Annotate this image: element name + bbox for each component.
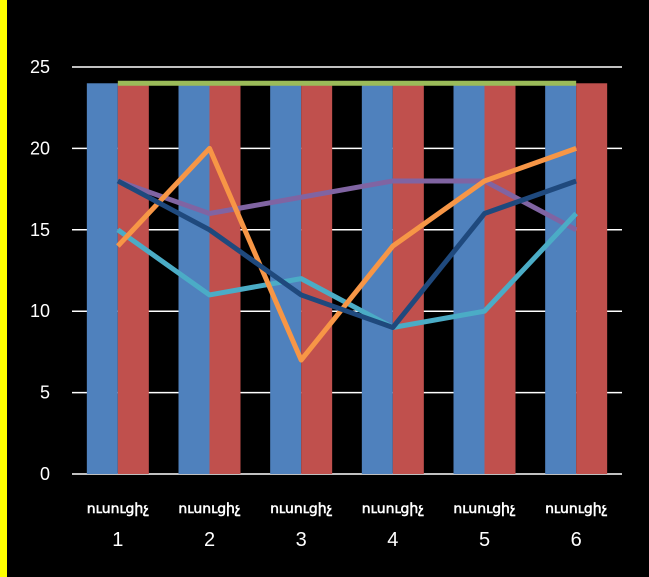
x-tick-label-number-3: 3 [296,529,307,551]
bar-series-1-cat-6 [545,83,577,474]
left-accent-stripe [0,0,7,577]
x-tick-label-word-3: ուսուցիչ [270,502,333,517]
x-tick-label-word-2: ուսուցիչ [178,502,241,517]
y-tick-label-10: 10 [30,301,50,321]
x-tick-label-number-2: 2 [204,529,215,551]
y-tick-label-5: 5 [40,383,50,403]
y-tick-label-20: 20 [30,138,50,158]
bar-series-group [86,83,608,474]
y-tick-label-0: 0 [40,464,50,484]
x-tick-label-number-1: 1 [112,529,123,551]
y-tick-label-15: 15 [30,220,50,240]
bar-series-2-cat-2 [209,83,241,474]
x-tick-label-word-6: ուսուցիչ [545,502,608,517]
x-tick-label-word-4: ուսուցիչ [362,502,425,517]
x-tick-label-number-5: 5 [479,529,490,551]
line-series-group [116,80,578,363]
x-tick-label-number-4: 4 [387,529,398,551]
x-tick-label-word-1: ուսուցիչ [87,502,150,517]
gridlines [72,66,622,475]
x-tick-label-number-6: 6 [571,529,582,551]
bar-series-1-cat-1 [86,83,118,474]
line-series-2 [116,178,578,233]
line-series-5 [116,178,578,330]
y-tick-label-25: 25 [30,57,50,77]
bar-series-2-cat-5 [484,83,516,474]
bar-series-2-cat-4 [392,83,424,474]
bar-series-1-cat-5 [453,83,485,474]
y-axis: 0 5 10 15 20 25 [30,57,50,484]
x-tick-label-word-5: ուսուցիչ [453,502,516,517]
bar-series-2-cat-6 [576,83,608,474]
line-series-4 [116,145,578,363]
bar-series-2-cat-1 [117,83,149,474]
x-axis: ուսուցիչ 1 ուսուցիչ 2 ուսուցիչ 3 ուսուցիչ 4 ուսո… [87,502,608,551]
